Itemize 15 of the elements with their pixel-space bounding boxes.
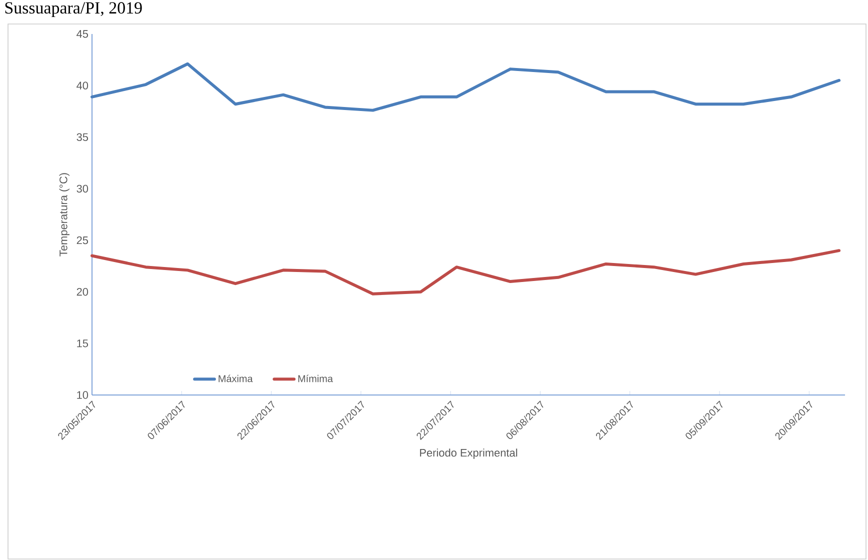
y-tick-label: 35 [76,133,88,142]
legend-label: Mímima [298,374,333,382]
line-series [90,62,841,112]
y-tick-label: 15 [77,340,88,348]
legend-label: Máxima [218,374,253,382]
line-series [90,249,841,296]
y-tick-label: 40 [76,82,88,90]
y-tick-label: 45 [76,30,88,38]
y-axis-title: Temperatura (°C) [59,173,70,256]
y-tick-label: 20 [76,288,88,296]
y-tick-label: 30 [76,184,88,193]
chart-title: Sussuapara/PI, 2019 [5,2,142,18]
y-tick-label: 10 [77,391,88,399]
y-tick-label: 25 [76,236,88,244]
x-axis-title: Periodo Exprimental [420,448,518,459]
